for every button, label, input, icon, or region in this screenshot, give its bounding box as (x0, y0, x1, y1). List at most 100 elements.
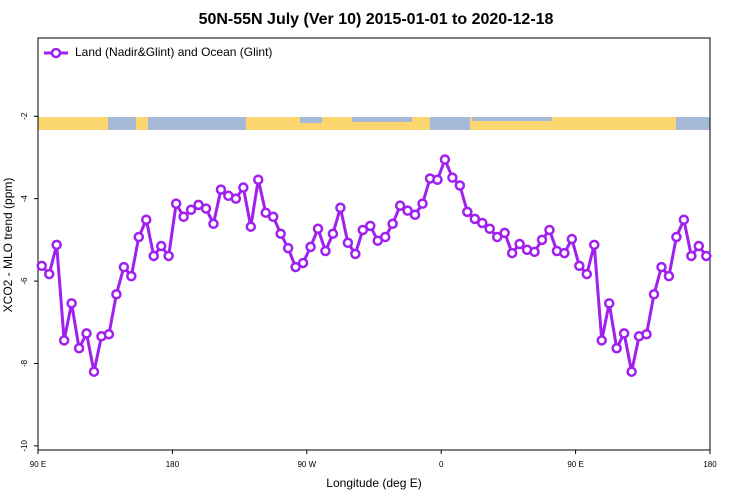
legend: Land (Nadir&Glint) and Ocean (Glint) (44, 45, 272, 59)
data-point (66, 298, 77, 309)
data-point (581, 268, 593, 280)
data-point (126, 270, 137, 282)
data-point (439, 154, 451, 165)
data-point (477, 217, 488, 229)
data-point (185, 204, 197, 216)
data-point (394, 200, 406, 211)
data-point (260, 207, 271, 218)
data-point (215, 184, 227, 195)
data-point (447, 172, 458, 183)
data-point (230, 193, 242, 204)
data-point (43, 268, 55, 280)
data-point (402, 205, 413, 216)
data-point (365, 220, 376, 232)
data-point (701, 250, 712, 262)
x-tick-label: 90 E (567, 460, 583, 469)
data-point (671, 231, 682, 243)
legend-marker (50, 47, 62, 59)
data-point (506, 247, 518, 259)
data-point (163, 250, 174, 262)
data-point (305, 241, 316, 253)
data-point (103, 328, 115, 340)
data-point (290, 261, 301, 273)
data-point (36, 260, 47, 272)
x-tick-label: 180 (166, 460, 180, 469)
data-point (678, 214, 690, 225)
data-point (155, 240, 167, 252)
plot-frame (37, 37, 711, 451)
data-point (454, 180, 466, 191)
data-point (253, 174, 264, 185)
data-point (409, 209, 421, 220)
data-point (342, 237, 354, 249)
x-tick-label: 90 E (30, 460, 46, 469)
data-point (58, 335, 70, 346)
data-point (611, 342, 622, 354)
data-point (589, 239, 600, 251)
data-point (335, 202, 346, 213)
data-point (648, 289, 660, 300)
data-point (245, 221, 257, 232)
legend-label: Land (Nadir&Glint) and Ocean (Glint) (75, 45, 272, 59)
y-tick-label: -2 (20, 112, 29, 120)
data-point (148, 250, 159, 262)
data-point (200, 203, 212, 214)
data-point (469, 213, 481, 225)
data-point (267, 211, 279, 223)
x-tick-label: 90 W (297, 460, 316, 469)
data-point (238, 182, 249, 193)
data-point (626, 366, 637, 377)
series-line (40, 158, 708, 374)
x-tick-label: 0 (439, 460, 444, 469)
data-point (618, 328, 630, 339)
data-point (544, 224, 555, 236)
data-point (275, 228, 286, 239)
data-point (118, 261, 130, 273)
data-point (566, 233, 578, 245)
data-point (484, 223, 495, 235)
data-point (432, 174, 443, 185)
data-point (596, 335, 607, 346)
data-point (536, 234, 548, 246)
data-point (297, 257, 309, 269)
y-tick-label: -8 (20, 359, 29, 367)
data-point (559, 247, 570, 259)
data-point (686, 250, 697, 262)
data-point (282, 242, 294, 254)
data-point (641, 328, 652, 340)
chart-title: 50N-55N July (Ver 10) 2015-01-01 to 2020… (199, 11, 554, 28)
data-point (73, 342, 85, 354)
data-point (357, 224, 369, 236)
data-point (327, 228, 339, 239)
data-point (491, 231, 503, 243)
data-point (208, 218, 219, 230)
data-point (133, 231, 145, 243)
data-point (387, 218, 398, 230)
y-tick-label: -6 (20, 277, 29, 285)
data-point (462, 206, 473, 218)
data-point (574, 260, 585, 272)
data-point (312, 223, 324, 235)
data-point (693, 240, 705, 252)
data-point (379, 231, 391, 243)
data-point (170, 198, 182, 209)
data-point (81, 328, 92, 339)
y-tick-label: -4 (20, 195, 29, 203)
data-point (88, 366, 100, 377)
data-point (499, 227, 510, 239)
data-point (320, 245, 331, 257)
data-point (141, 214, 152, 225)
y-tick-label: -10 (20, 440, 29, 452)
land-ocean-strip (38, 117, 710, 130)
data-point (514, 238, 525, 250)
data-point (663, 270, 675, 282)
x-axis-label: Longitude (deg E) (326, 476, 421, 490)
data-point (111, 289, 122, 300)
data-point (51, 239, 62, 251)
data-point (603, 298, 615, 309)
data-point (350, 248, 361, 260)
data-point (529, 246, 540, 258)
data-point (178, 211, 189, 223)
y-axis-label: XCO2 - MLO trend (ppm) (1, 178, 15, 313)
